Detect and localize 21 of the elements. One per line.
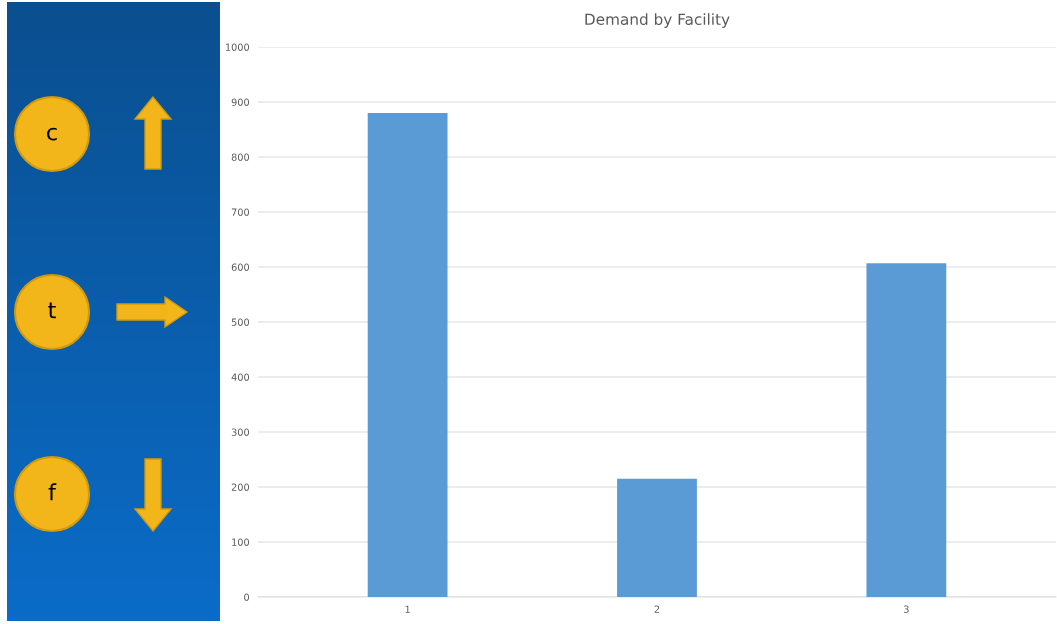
y-tick-label: 600: [231, 263, 250, 271]
y-tick-label: 400: [231, 373, 250, 381]
y-tick-label: 700: [231, 208, 250, 216]
y-tick-label: 500: [231, 318, 250, 326]
y-tick-label: 0: [244, 593, 250, 601]
bar: [617, 478, 697, 597]
y-tick-label: 800: [231, 153, 250, 161]
chart-title: Demand by Facility: [585, 13, 730, 28]
bar: [866, 263, 947, 597]
y-tick-label: 900: [231, 98, 250, 106]
x-tick-label: 3: [904, 605, 909, 613]
y-tick-label: 200: [231, 483, 250, 491]
x-tick-label: 1: [405, 605, 410, 613]
y-tick-label: 1000: [225, 43, 250, 51]
bar: [367, 113, 448, 597]
text: t: [48, 302, 56, 319]
text: f: [48, 483, 57, 501]
y-tick-label: 100: [232, 538, 250, 546]
y-tick-label: 300: [231, 428, 250, 436]
x-tick-label: 2: [654, 605, 660, 613]
text: c: [47, 127, 57, 141]
